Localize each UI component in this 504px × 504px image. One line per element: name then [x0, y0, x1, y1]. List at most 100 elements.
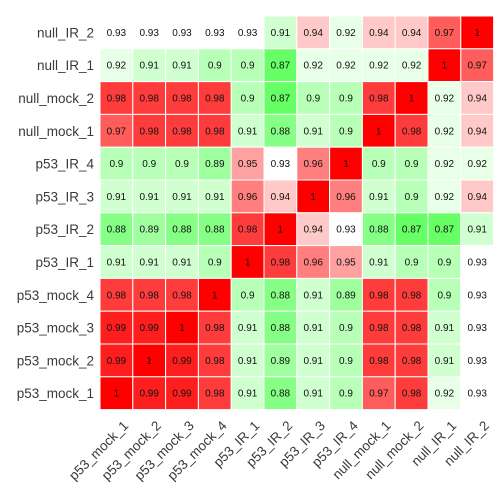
- cell-value-label: 0.91: [303, 290, 323, 301]
- cell-value-label: 0.93: [467, 323, 487, 334]
- cell-value-label: 0.96: [303, 258, 323, 269]
- heatmap-cell: [460, 245, 495, 279]
- heatmap-cell: [132, 48, 167, 83]
- cell-value-label: 1: [376, 126, 382, 137]
- y-tick-label: p53_IR_3: [35, 189, 94, 204]
- heatmap-cell: [99, 277, 134, 312]
- heatmap-cell: [427, 48, 462, 83]
- cell-value-label: 0.88: [107, 225, 127, 236]
- cell-value-label: 0.96: [336, 192, 356, 203]
- heatmap-cell: [329, 179, 363, 214]
- cell-value-label: 0.91: [238, 356, 258, 367]
- heatmap-cell: [296, 212, 331, 247]
- cell-value-label: 0.9: [339, 389, 353, 400]
- heatmap-cell: [296, 179, 331, 214]
- cell-value-label: 0.93: [467, 389, 487, 400]
- cell-value-label: 1: [245, 258, 251, 269]
- heatmap-cell: [329, 48, 363, 83]
- cell-value-label: 0.92: [107, 61, 127, 72]
- cell-value-label: 0.96: [238, 192, 258, 203]
- y-tick-label: p53_mock_4: [17, 288, 95, 303]
- cell-value-label: 0.91: [139, 258, 159, 269]
- cell-value-label: 0.92: [435, 159, 455, 170]
- heatmap-cell: [296, 343, 331, 378]
- cell-value-label: 0.94: [303, 28, 323, 39]
- heatmap-cell: [99, 113, 134, 148]
- cell-value-label: 0.92: [467, 159, 487, 170]
- cell-value-label: 0.95: [238, 159, 258, 170]
- cell-value-label: 0.93: [467, 356, 487, 367]
- cell-value-label: 0.91: [205, 192, 225, 203]
- cell-value-label: 0.9: [109, 159, 123, 170]
- cell-value-label: 0.91: [172, 192, 192, 203]
- heatmap-cell: [361, 212, 396, 247]
- heatmap-cell: [427, 113, 462, 148]
- cell-value-label: 0.98: [402, 126, 422, 137]
- cell-value-label: 0.9: [175, 159, 189, 170]
- y-tick-label: p53_mock_3: [17, 321, 94, 336]
- cell-value-label: 0.91: [303, 389, 323, 400]
- heatmap-cell: [132, 310, 167, 345]
- heatmap-cell: [394, 113, 429, 148]
- heatmap-cell: [132, 376, 167, 411]
- heatmap-cell: [165, 245, 199, 279]
- cell-value-label: 0.92: [336, 61, 356, 72]
- cell-value-label: 1: [278, 225, 284, 236]
- heatmap-cell: [230, 212, 265, 247]
- heatmap-cell: [263, 212, 298, 247]
- cell-value-label: 0.96: [303, 159, 323, 170]
- cell-value-label: 0.93: [107, 28, 127, 39]
- heatmap-cell: [197, 245, 232, 279]
- heatmap-cell: [230, 376, 265, 411]
- cell-value-label: 0.92: [336, 28, 356, 39]
- cell-value-label: 0.91: [107, 192, 127, 203]
- cell-value-label: 0.9: [405, 258, 419, 269]
- cell-value-label: 0.91: [139, 192, 159, 203]
- cell-value-label: 0.98: [107, 290, 127, 301]
- y-tick-label: p53_mock_1: [17, 386, 94, 401]
- heatmap-cell: [460, 310, 495, 345]
- heatmap-cell: [427, 245, 462, 279]
- heatmap-cell: [394, 48, 429, 83]
- cell-value-label: 1: [179, 323, 185, 334]
- cell-value-label: 0.98: [172, 126, 192, 137]
- y-tick-label: null_IR_2: [37, 25, 94, 40]
- cell-value-label: 1: [442, 61, 448, 72]
- cell-value-label: 0.98: [107, 94, 127, 105]
- cell-value-label: 0.9: [241, 290, 255, 301]
- heatmap-cell: [427, 343, 462, 378]
- cell-value-label: 0.9: [208, 258, 222, 269]
- cell-value-label: 0.99: [172, 356, 192, 367]
- cell-value-label: 0.98: [205, 356, 225, 367]
- heatmap-cell: [99, 343, 134, 378]
- cell-value-label: 0.91: [238, 389, 258, 400]
- heatmap-cell: [460, 48, 495, 83]
- cell-value-label: 0.98: [172, 94, 192, 105]
- cell-value-label: 0.98: [205, 389, 225, 400]
- cell-value-label: 0.99: [107, 323, 127, 334]
- cell-value-label: 0.92: [303, 61, 323, 72]
- cell-value-label: 1: [474, 28, 480, 39]
- cell-value-label: 0.9: [437, 290, 451, 301]
- y-tick-label: null_mock_1: [18, 124, 94, 139]
- cell-value-label: 0.98: [402, 389, 422, 400]
- cell-value-label: 0.92: [435, 126, 455, 137]
- cell-value-label: 0.98: [369, 356, 389, 367]
- heatmap-cell: [427, 310, 462, 345]
- heatmap-cell: [165, 212, 199, 247]
- heatmap-cell: [296, 245, 331, 279]
- cell-value-label: 0.93: [172, 28, 192, 39]
- cell-value-label: 0.94: [467, 192, 487, 203]
- cell-value-label: 0.91: [435, 323, 455, 334]
- heatmap-cell: [197, 212, 232, 247]
- heatmap-cell: [99, 15, 134, 50]
- cell-value-label: 0.9: [339, 356, 353, 367]
- cell-value-label: 0.97: [107, 126, 127, 137]
- heatmap-cell: [263, 179, 298, 214]
- cell-value-label: 0.99: [139, 323, 159, 334]
- cell-value-label: 0.98: [139, 94, 159, 105]
- cell-value-label: 0.88: [369, 225, 389, 236]
- cell-value-label: 1: [343, 159, 349, 170]
- cell-value-label: 0.88: [271, 323, 291, 334]
- cell-value-label: 0.9: [142, 159, 156, 170]
